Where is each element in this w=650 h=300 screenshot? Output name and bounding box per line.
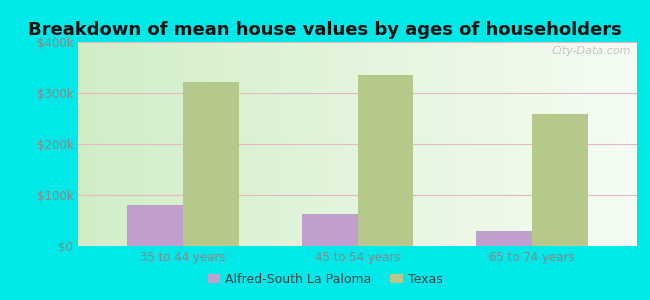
Legend: Alfred-South La Paloma, Texas: Alfred-South La Paloma, Texas	[203, 268, 447, 291]
Bar	[127, 205, 183, 246]
Text: City-Data.com: City-Data.com	[552, 46, 631, 56]
Bar	[476, 231, 532, 246]
Text: Breakdown of mean house values by ages of householders: Breakdown of mean house values by ages o…	[28, 21, 622, 39]
Bar	[183, 82, 239, 246]
Bar	[358, 75, 413, 246]
Bar	[302, 214, 358, 246]
Bar	[532, 114, 588, 246]
